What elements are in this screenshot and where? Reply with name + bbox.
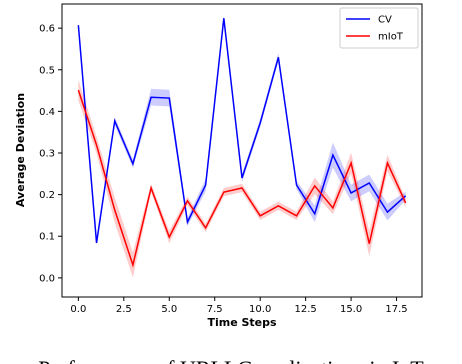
y-tick-label: 0.4 — [39, 107, 55, 118]
x-tick-label: 0.0 — [70, 304, 86, 315]
series-line — [77, 89, 407, 268]
plot-frame — [61, 3, 423, 298]
y-tick-label: 0.3 — [39, 148, 55, 159]
y-tick-label: 0.5 — [39, 65, 55, 76]
x-tick-label: 7.5 — [207, 304, 223, 315]
legend-label: mIoT — [378, 32, 404, 43]
y-tick-label: 0.1 — [39, 232, 55, 243]
x-tick-label: 12.5 — [295, 304, 317, 315]
legend-label: CV — [378, 15, 392, 26]
series-line — [77, 18, 407, 244]
x-axis-title: Time Steps — [207, 316, 277, 329]
legend-box — [339, 7, 419, 49]
y-tick-label: 0.0 — [39, 273, 55, 284]
caption: Performance of URLLC applications in IoT — [38, 356, 424, 364]
y-axis-title: Average Deviation — [14, 93, 27, 207]
x-tick-label: 5.0 — [161, 304, 177, 315]
x-tick-label: 2.5 — [116, 304, 132, 315]
x-tick-label: 17.5 — [385, 304, 407, 315]
confidence-band — [78, 16, 406, 245]
y-tick-label: 0.2 — [39, 190, 55, 201]
x-tick-label: 10.0 — [249, 304, 271, 315]
y-tick-label: 0.6 — [39, 24, 55, 35]
x-tick-label: 15.0 — [340, 304, 362, 315]
